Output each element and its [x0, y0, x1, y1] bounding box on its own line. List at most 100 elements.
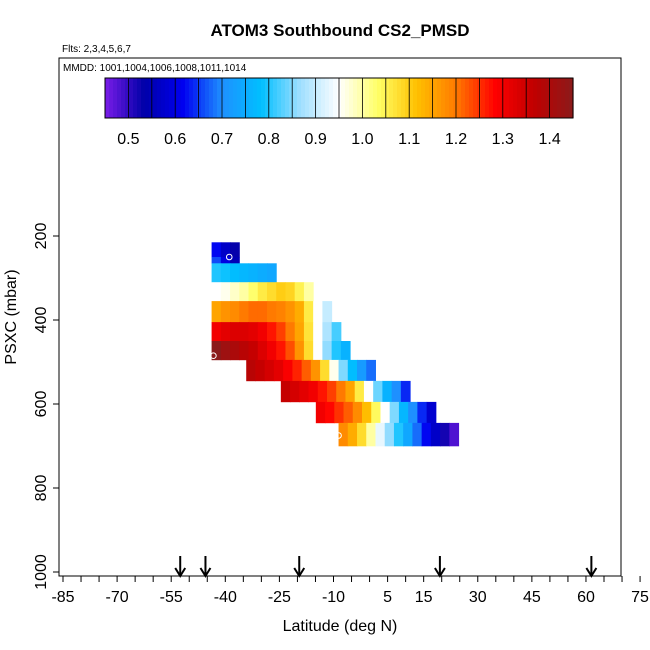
colorbar-swatch — [441, 78, 446, 118]
heatmap-cell — [301, 359, 312, 382]
colorbar-swatch — [217, 78, 222, 118]
heatmap-cell — [430, 422, 441, 447]
heatmap-cell — [408, 401, 418, 424]
heatmap-cell — [266, 322, 277, 342]
x-tick-label: 5 — [383, 589, 392, 606]
colorbar-swatch — [181, 78, 186, 118]
colorbar-swatch — [381, 78, 386, 118]
colorbar-swatch — [145, 78, 150, 118]
heatmap-cell — [285, 322, 296, 342]
colorbar-swatch — [297, 78, 302, 118]
heatmap-cell — [338, 422, 349, 447]
sample-marker — [210, 352, 217, 360]
colorbar-swatch — [389, 78, 394, 118]
heatmap-cell — [336, 380, 346, 403]
arrow-marker — [199, 556, 212, 578]
heatmap-cell — [331, 341, 342, 361]
heatmap-cell — [325, 401, 335, 424]
x-tick-label: 60 — [577, 589, 595, 606]
heatmap-cell — [449, 422, 460, 447]
heatmap-cell — [239, 322, 250, 342]
heatmap-cell — [257, 263, 268, 283]
colorbar-swatch — [413, 78, 418, 118]
y-axis: 200 400 600 800 1000 — [33, 223, 59, 590]
colorbar-swatch — [449, 78, 454, 118]
colorbar-swatch — [193, 78, 198, 118]
colorbar-swatch — [125, 78, 130, 118]
heatmap-cell — [211, 242, 222, 258]
dates-label: MMDD: 1001,1004,1006,1008,1011,1014 — [63, 63, 247, 74]
colorbar-swatch — [121, 78, 126, 118]
heatmap-cell — [313, 301, 323, 323]
arrow-marker — [293, 556, 306, 578]
sample-marker — [225, 253, 233, 261]
colorbar-swatch — [425, 78, 430, 118]
colorbar-swatch — [361, 78, 366, 118]
heatmap-cell — [211, 322, 222, 342]
colorbar-swatch — [553, 78, 558, 118]
colorbar-swatch — [117, 78, 122, 118]
heatmap-cell — [371, 401, 381, 424]
heatmap-cell — [230, 301, 240, 323]
colorbar-swatch — [153, 78, 158, 118]
heatmap-cell — [248, 301, 259, 323]
x-tick-label: 15 — [415, 589, 433, 606]
heatmap-cell — [285, 341, 296, 361]
colorbar-swatch — [433, 78, 438, 118]
colorbar-swatch — [241, 78, 246, 118]
colorbar-swatch — [249, 78, 254, 118]
heatmap-cell — [248, 322, 259, 342]
colorbar-swatch — [325, 78, 330, 118]
heatmap-cell — [338, 359, 349, 382]
heatmap-cell — [310, 359, 321, 382]
heatmap-cell — [290, 380, 300, 403]
heatmap-cell — [313, 322, 323, 342]
heatmap-cell — [280, 380, 291, 403]
heatmap-cell — [400, 380, 411, 403]
colorbar-swatch — [521, 78, 526, 118]
heatmap-cell — [334, 401, 345, 424]
heatmap-cell — [426, 401, 437, 424]
y-tick-label: 1000 — [33, 554, 50, 590]
colorbar-swatch — [481, 78, 486, 118]
colorbar-swatch — [221, 78, 226, 118]
colorbar-swatch — [169, 78, 174, 118]
heatmap-cell — [257, 322, 268, 342]
heatmap-cells — [211, 242, 460, 447]
colorbar-swatch — [529, 78, 534, 118]
arrow-marker — [174, 556, 187, 578]
colorbar-swatch — [293, 78, 298, 118]
heatmap-cell — [294, 341, 305, 361]
heatmap-cell — [211, 282, 222, 302]
colorbar-swatch — [285, 78, 290, 118]
heatmap-cell — [248, 341, 259, 361]
heatmap-cell — [322, 341, 333, 361]
heatmap-cell — [313, 341, 323, 361]
heatmap-cell — [352, 401, 363, 424]
colorbar-swatch — [545, 78, 550, 118]
heatmap-cell — [382, 380, 393, 403]
colorbar-swatch — [109, 78, 114, 118]
colorbar-tick-label: 0.8 — [258, 131, 280, 148]
colorbar-swatch — [341, 78, 346, 118]
heatmap-cell — [230, 242, 240, 258]
colorbar-swatch — [273, 78, 278, 118]
colorbar-swatch — [445, 78, 450, 118]
heatmap-cell — [303, 322, 314, 342]
colorbar-swatch — [105, 78, 110, 118]
colorbar-swatch — [533, 78, 538, 118]
heatmap-cell — [239, 282, 250, 302]
x-tick-label: -55 — [160, 589, 183, 606]
heatmap-cell — [276, 322, 286, 342]
colorbar-swatch — [277, 78, 282, 118]
colorbar-swatch — [525, 78, 530, 118]
colorbar-swatch — [365, 78, 370, 118]
colorbar-swatch — [265, 78, 270, 118]
colorbar-swatch — [357, 78, 362, 118]
y-tick-label: 400 — [33, 307, 50, 334]
colorbar: 0.5 0.6 0.7 0.8 0.9 1.0 1.1 1.2 1.3 1.4 — [104, 77, 574, 148]
colorbar-swatch — [549, 78, 554, 118]
heatmap-cell — [322, 322, 333, 342]
x-tick-label: 30 — [469, 589, 487, 606]
colorbar-swatch — [561, 78, 566, 118]
